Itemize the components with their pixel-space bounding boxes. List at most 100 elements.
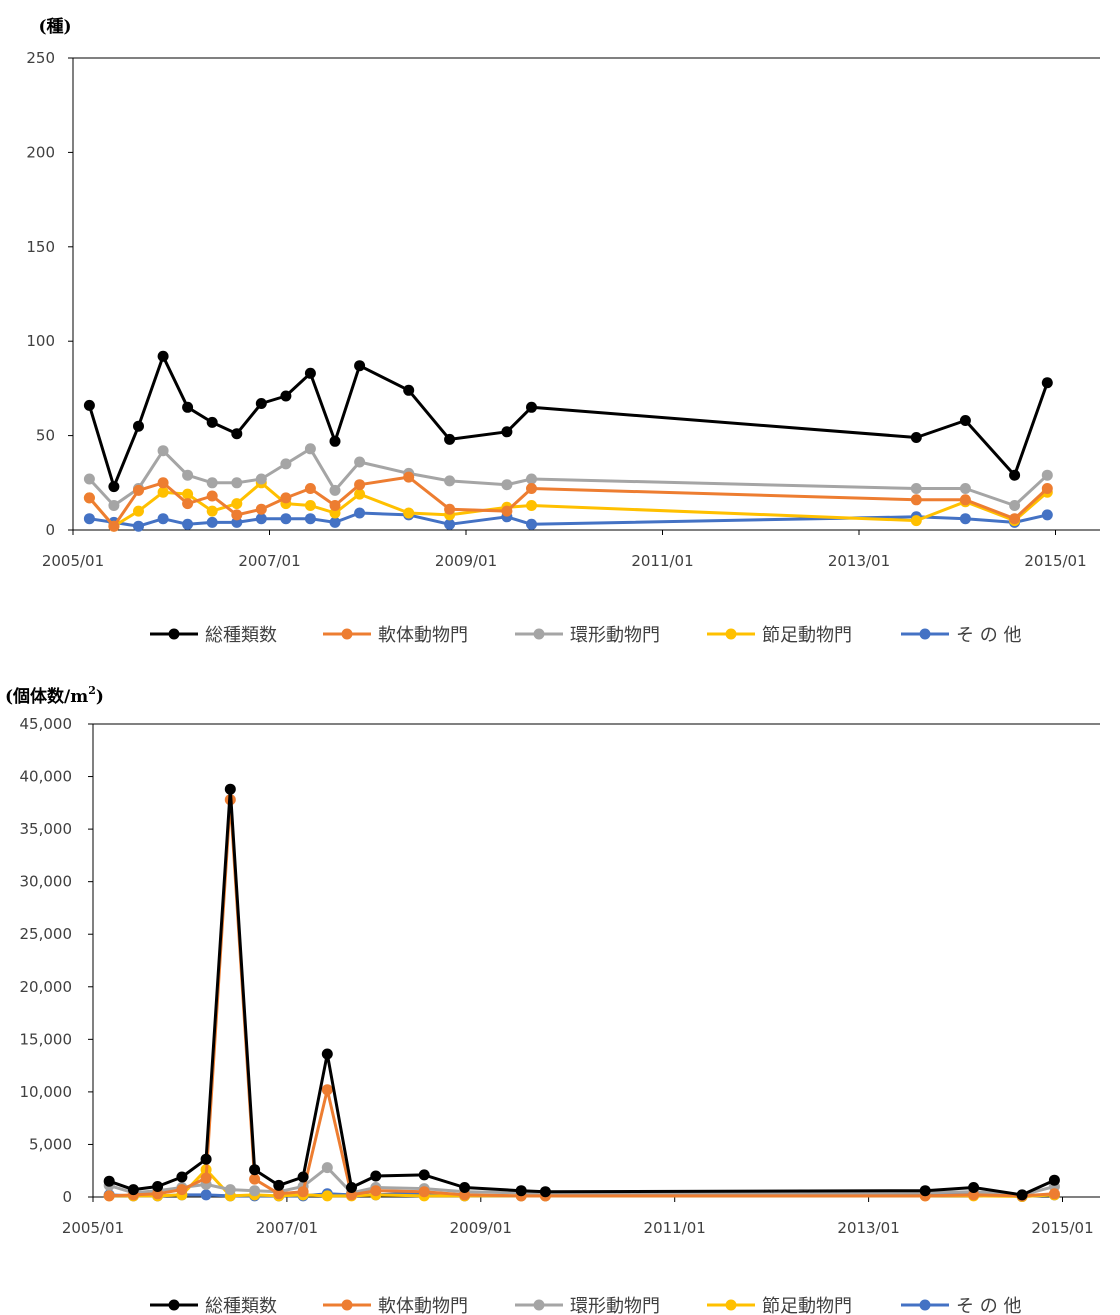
data-point bbox=[103, 1190, 115, 1202]
y-tick-label: 250 bbox=[26, 49, 55, 67]
data-point bbox=[370, 1185, 382, 1197]
data-point bbox=[329, 435, 341, 447]
data-point bbox=[444, 433, 456, 445]
data-point bbox=[1048, 1174, 1060, 1186]
data-point bbox=[1041, 483, 1053, 494]
data-point bbox=[526, 473, 537, 485]
data-point bbox=[103, 1175, 115, 1187]
data-point bbox=[1009, 513, 1021, 525]
y-tick-label: 150 bbox=[26, 238, 55, 256]
y-tick-label: 30,000 bbox=[20, 873, 73, 891]
data-point bbox=[280, 390, 292, 402]
data-point bbox=[133, 484, 144, 496]
data-point bbox=[304, 500, 316, 511]
data-point bbox=[255, 503, 267, 515]
data-point bbox=[321, 1162, 333, 1174]
data-point bbox=[515, 1185, 527, 1197]
data-point bbox=[321, 1190, 333, 1202]
x-tick-label: 2005/01 bbox=[42, 552, 104, 570]
legend-label: そ の 他 bbox=[956, 1296, 1021, 1315]
y-tick-label: 40,000 bbox=[20, 768, 73, 786]
data-point bbox=[418, 1186, 430, 1198]
data-point bbox=[526, 401, 537, 413]
data-point bbox=[329, 516, 341, 528]
data-point bbox=[206, 505, 218, 517]
data-point bbox=[910, 432, 922, 443]
data-point bbox=[403, 471, 415, 483]
data-point bbox=[297, 1171, 309, 1183]
data-point bbox=[200, 1153, 212, 1165]
y-tick-label: 10,000 bbox=[20, 1083, 73, 1101]
x-tick-label: 2011/01 bbox=[631, 552, 693, 570]
legend-swatch-marker bbox=[341, 1299, 353, 1311]
data-point bbox=[231, 498, 243, 510]
data-point bbox=[108, 520, 120, 532]
chart-1: 0 50 100 150 200 250 2005/01 2007/01 2009/01 2011… bbox=[26, 16, 1100, 646]
series-line bbox=[88, 447, 1049, 507]
legend-swatch-marker bbox=[168, 1299, 180, 1311]
data-point bbox=[83, 399, 95, 411]
data-point bbox=[910, 515, 922, 527]
data-point bbox=[459, 1182, 471, 1193]
data-point bbox=[176, 1171, 188, 1183]
data-point bbox=[157, 486, 169, 498]
unit-superscript: 2 bbox=[88, 684, 96, 697]
y-tick-label: 100 bbox=[26, 332, 55, 350]
data-point bbox=[249, 1164, 261, 1176]
data-point bbox=[108, 500, 120, 511]
x-tick-label: 2015/01 bbox=[1031, 1219, 1093, 1237]
y-axis-unit-label: (個体数/m2) bbox=[5, 684, 104, 707]
x-tick-label: 2013/01 bbox=[828, 552, 890, 570]
data-point bbox=[959, 483, 971, 494]
y-tick-label: 15,000 bbox=[20, 1030, 73, 1048]
data-point bbox=[108, 481, 120, 493]
data-point bbox=[539, 1186, 551, 1198]
y-tick-label: 25,000 bbox=[20, 925, 73, 943]
legend-label: 環形動物門 bbox=[570, 1296, 660, 1315]
data-point bbox=[304, 443, 316, 455]
data-point bbox=[910, 494, 922, 506]
legend-swatch-marker bbox=[725, 1299, 737, 1311]
series-3 bbox=[83, 443, 1053, 511]
data-point bbox=[255, 513, 267, 525]
data-point bbox=[280, 492, 292, 504]
data-point bbox=[206, 416, 218, 428]
x-tick-label: 2007/01 bbox=[256, 1219, 318, 1237]
data-point bbox=[403, 507, 415, 519]
data-point bbox=[501, 505, 513, 517]
data-point bbox=[321, 1084, 333, 1096]
series-line bbox=[87, 354, 1049, 489]
data-point bbox=[1048, 1188, 1060, 1200]
data-point bbox=[526, 500, 537, 511]
data-point bbox=[1009, 469, 1021, 481]
legend-swatch-marker bbox=[168, 628, 180, 640]
data-point bbox=[444, 503, 456, 515]
data-point bbox=[501, 426, 513, 438]
data-point bbox=[133, 420, 144, 432]
data-point bbox=[182, 401, 194, 413]
legend-swatch-marker bbox=[919, 628, 931, 640]
data-point bbox=[273, 1188, 285, 1200]
data-point bbox=[182, 498, 194, 510]
data-point bbox=[329, 484, 341, 496]
data-point bbox=[1016, 1189, 1028, 1201]
x-tick-label: 2009/01 bbox=[435, 552, 497, 570]
data-point bbox=[157, 477, 169, 489]
data-point bbox=[157, 350, 169, 362]
legend: 総種類数 軟体動物門 環形動物門 節足動物門 そ の 他 bbox=[150, 625, 1021, 646]
data-point bbox=[224, 783, 236, 795]
legend-label: 軟体動物門 bbox=[378, 1296, 468, 1315]
data-point bbox=[280, 513, 292, 525]
data-point bbox=[231, 509, 243, 521]
data-point bbox=[231, 428, 243, 440]
legend-swatch-marker bbox=[533, 1299, 545, 1311]
data-point bbox=[231, 477, 243, 489]
x-tick-label: 2013/01 bbox=[837, 1219, 899, 1237]
data-point bbox=[206, 490, 218, 502]
x-tick-label: 2015/01 bbox=[1024, 552, 1086, 570]
y-tick-label: 20,000 bbox=[20, 978, 73, 996]
data-point bbox=[200, 1189, 212, 1201]
data-point bbox=[1041, 509, 1053, 521]
data-point bbox=[304, 483, 316, 494]
data-point bbox=[152, 1181, 164, 1192]
